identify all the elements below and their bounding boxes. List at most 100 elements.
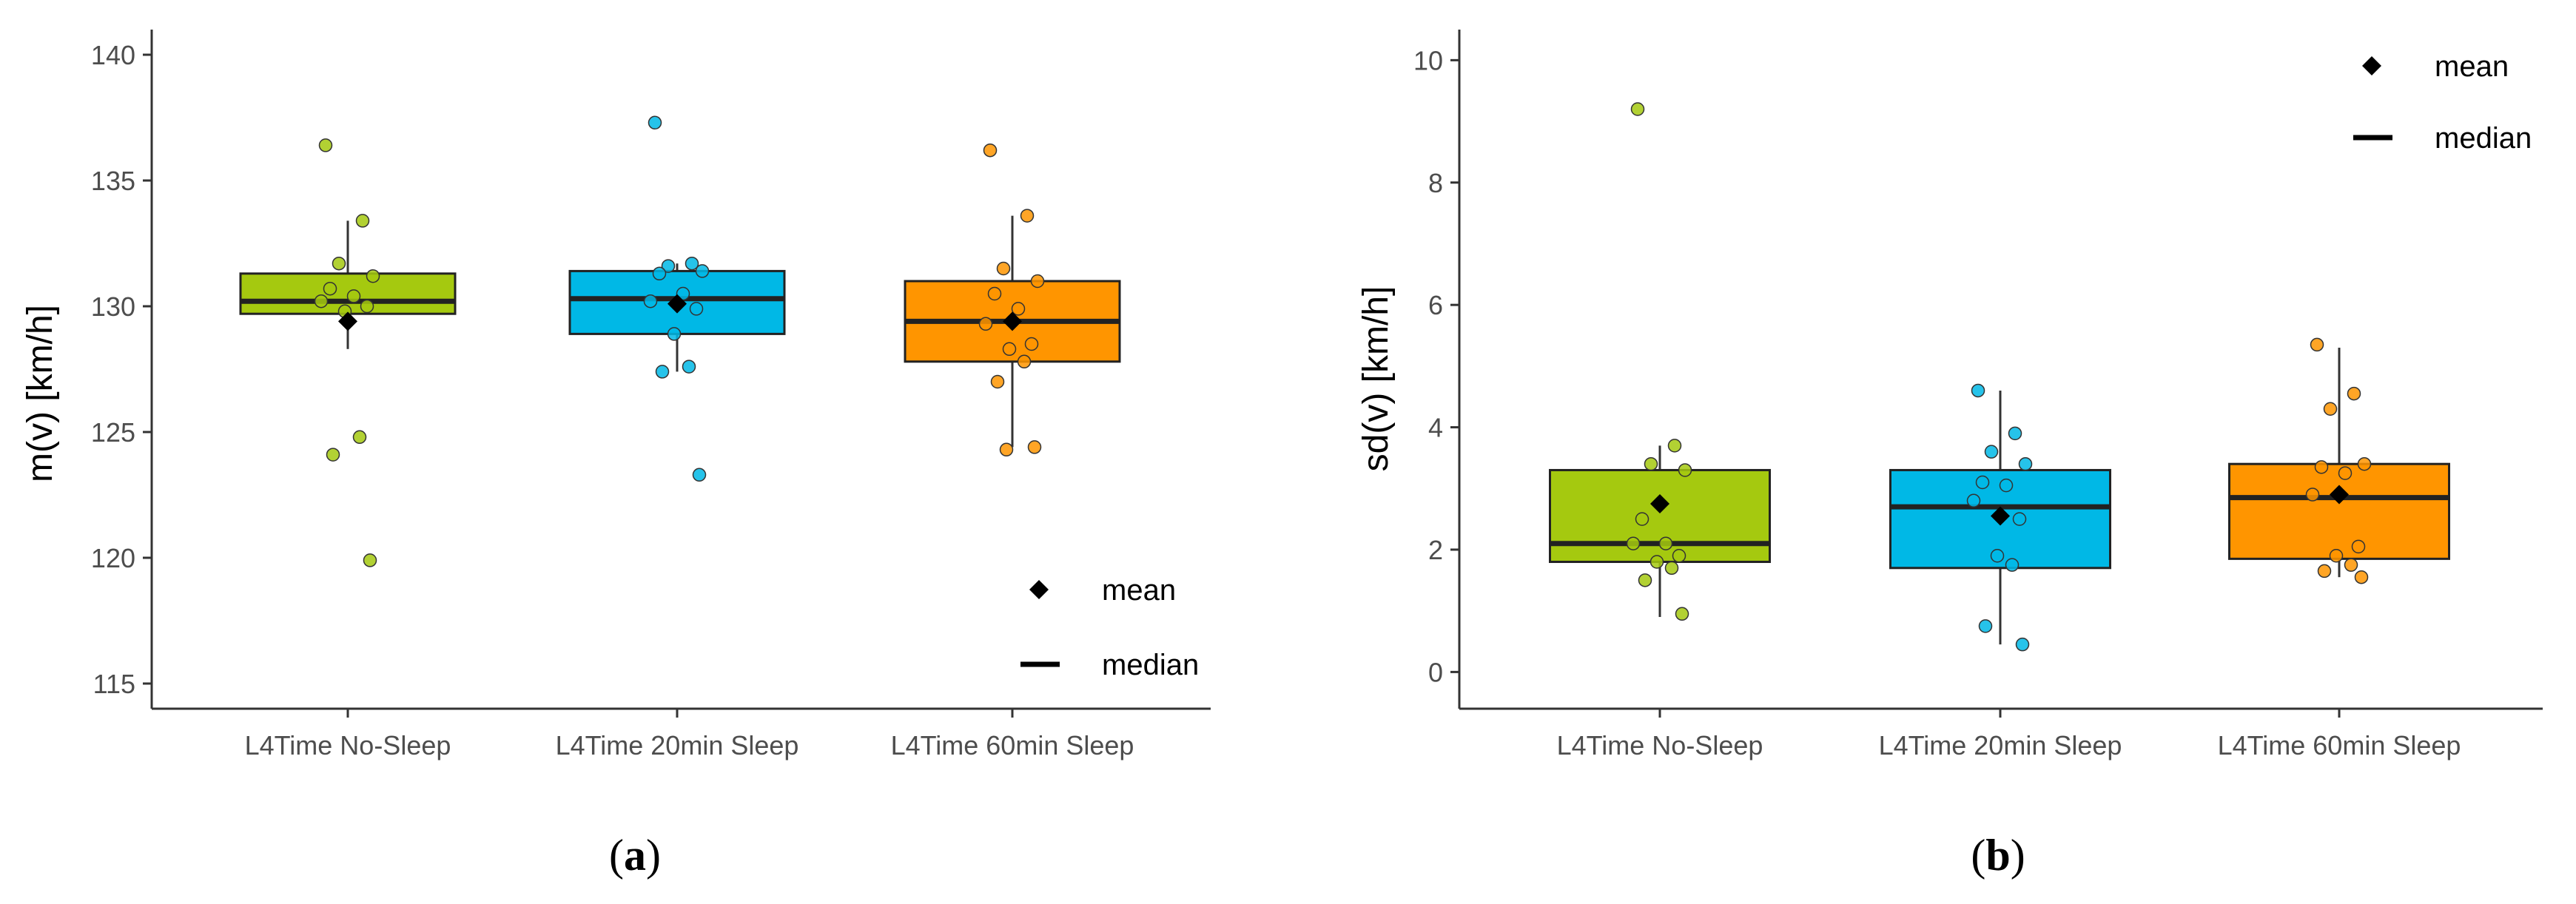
x-tick-label: L4Time 20min Sleep [1879,730,2122,760]
data-point [685,256,699,271]
legend-median-label: median [1102,649,1199,681]
data-point [695,264,710,278]
data-point [1984,445,1999,459]
data-point [1678,463,1692,477]
data-point [1966,493,1981,508]
y-tick-label: 8 [1428,168,1443,198]
data-point [1999,478,2014,493]
box-iqr [2228,462,2450,560]
data-point [692,468,707,482]
data-point [1658,536,1673,550]
data-point [1011,302,1026,316]
y-tick-label: 6 [1428,290,1443,320]
panel-b-label-letter: b [1985,831,2010,880]
data-point [1672,548,1686,563]
data-point [1030,274,1045,289]
y-tick-label: 115 [93,669,135,699]
data-point [1024,337,1039,351]
data-point [667,327,682,341]
y-tick-label: 120 [91,543,135,573]
panel-a-label-letter: a [624,831,646,880]
legend-mean-marker [2362,56,2381,75]
data-point [652,266,667,281]
data-point [2317,564,2332,579]
x-tick-label: L4Time 20min Sleep [556,730,799,760]
x-tick-label: L4Time No-Sleep [245,730,451,760]
data-point [1971,383,1985,398]
data-point [987,286,1002,301]
legend-mean-marker [1029,580,1049,599]
data-point [689,302,704,316]
x-tick-label: L4Time 60min Sleep [2218,730,2461,760]
data-point [648,115,662,130]
panel-a-legend: mean median [1020,574,1199,681]
mean-marker [338,311,357,331]
data-point [1638,573,1652,587]
data-point [366,269,380,283]
data-point [2008,426,2022,441]
data-point [326,448,340,462]
data-point [2005,558,2020,572]
data-point [1664,561,1679,576]
box-iqr [1549,468,1771,564]
panel-a-chart: m(v) [km/h] 115 120 125 130 135 140 L4Time No… [21,30,1211,880]
data-point [2012,512,2027,526]
mean-marker [1003,311,1022,331]
data-point [2354,570,2369,584]
data-point [346,289,361,303]
data-point [2351,539,2366,554]
panel-b-legend: mean median [2353,50,2532,155]
data-point [2018,456,2033,471]
data-point [314,294,329,308]
data-point [2344,558,2358,572]
legend-median-label: median [2435,122,2532,155]
panel-a-label-open: ( [609,831,624,880]
data-point [2323,402,2338,416]
data-point [1649,555,1664,569]
data-point [1002,342,1017,357]
y-tick-label: 135 [91,166,135,196]
y-tick-label: 140 [91,40,135,70]
data-point [332,256,346,271]
data-point [643,294,658,308]
y-tick-label: 130 [91,291,135,322]
data-point [2338,466,2353,480]
data-point [2347,386,2361,401]
data-point [1630,102,1645,116]
data-point [318,138,333,152]
data-point [1978,619,1993,633]
data-point [682,360,696,374]
data-point [1626,536,1641,550]
data-point [352,430,367,445]
data-point [655,365,670,379]
data-point [983,143,998,158]
data-point [1990,548,2005,563]
data-point [1667,439,1682,453]
data-point [355,214,370,228]
data-point [360,299,374,314]
data-point [999,442,1014,457]
data-point [1675,607,1689,621]
data-point [1020,209,1035,223]
y-tick-label: 0 [1428,657,1443,687]
panel-b-label-close: ) [2011,831,2025,880]
data-point [2015,637,2030,652]
x-tick-label: L4Time No-Sleep [1557,730,1763,760]
data-point [2314,460,2329,474]
data-point [1027,440,1042,454]
mean-marker [667,294,687,314]
data-point [2329,548,2344,563]
y-tick-label: 10 [1413,45,1443,75]
y-tick-label: 4 [1428,413,1443,443]
data-point [661,259,676,273]
data-point [996,261,1011,276]
data-point [1017,354,1032,369]
data-point [978,317,993,331]
data-point [2310,337,2324,352]
data-point [990,374,1005,389]
y-tick-label: 2 [1428,535,1443,565]
data-point [676,286,690,301]
data-point [363,553,377,567]
panel-b-label: (b) [1971,831,2025,880]
